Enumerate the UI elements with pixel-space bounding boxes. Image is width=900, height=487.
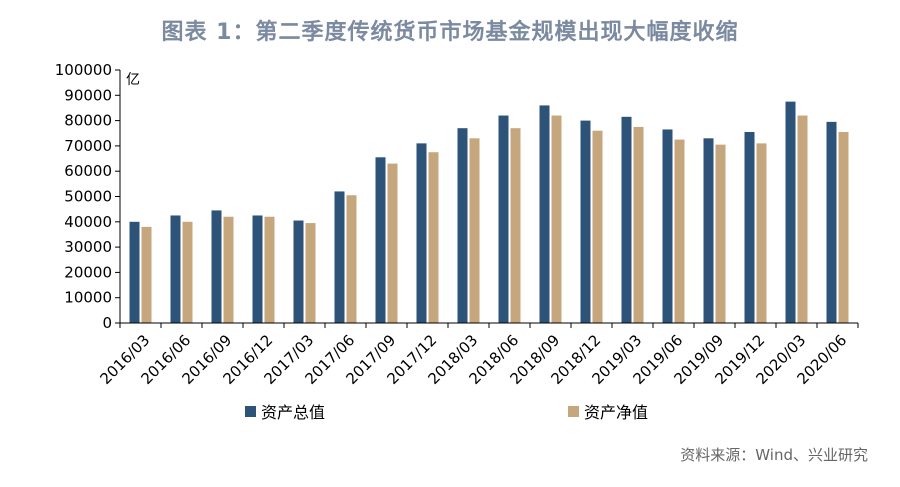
bar-net-assets: 资产净值 2016/03: 38000 — [141, 226, 152, 323]
bar-net-assets: 资产净值 2018/06: 77000 — [510, 128, 521, 323]
bar-total-assets: 资产总值 2018/03: 77000 — [457, 128, 468, 323]
x-axis: 2016/032016/062016/092016/122017/032017/… — [97, 322, 859, 388]
bar-total-assets: 资产总值 2016/12: 42500 — [252, 215, 263, 323]
bar-total-assets: 资产总值 2017/12: 71000 — [416, 143, 427, 323]
legend: 资产总值 资产净值 — [245, 403, 648, 422]
bar-net-assets: 资产净值 2017/06: 50500 — [346, 195, 357, 323]
bar-net-assets: 资产净值 2016/09: 42000 — [223, 216, 234, 323]
bar-total-assets: 资产总值 2019/06: 76500 — [662, 129, 673, 323]
bar-total-assets: 资产总值 2016/09: 44500 — [211, 210, 222, 323]
y-tick-label: 70000 — [64, 137, 112, 155]
bar-total-assets: 资产总值 2018/12: 80000 — [580, 120, 591, 323]
bar-net-assets: 资产净值 2019/06: 72500 — [674, 139, 685, 323]
bar-net-assets: 资产净值 2020/03: 82000 — [797, 115, 808, 323]
y-tick-label: 10000 — [64, 289, 112, 307]
bar-total-assets: 资产总值 2017/09: 65500 — [375, 157, 386, 323]
bar-total-assets: 资产总值 2020/03: 87500 — [785, 101, 796, 323]
legend-label: 资产总值 — [261, 403, 325, 422]
bar-total-assets: 资产总值 2019/12: 75500 — [744, 131, 755, 323]
y-tick-label: 90000 — [64, 86, 112, 104]
bar-total-assets: 资产总值 2019/09: 73000 — [703, 138, 714, 323]
bars: 资产总值 2016/03: 40000资产总值 2016/06: 42500资产… — [129, 101, 849, 324]
bar-total-assets: 资产总值 2016/06: 42500 — [170, 215, 181, 323]
chart-title: 图表 1：第二季度传统货币市场基金规模出现大幅度收缩 — [161, 20, 739, 45]
bar-total-assets: 资产总值 2017/03: 40500 — [293, 220, 304, 323]
legend-label: 资产净值 — [584, 403, 648, 422]
bar-net-assets: 资产净值 2017/09: 63000 — [387, 163, 398, 323]
y-tick-label: 60000 — [64, 162, 112, 180]
bar-total-assets: 资产总值 2018/09: 86000 — [539, 105, 550, 323]
bar-total-assets: 资产总值 2020/06: 79500 — [826, 121, 837, 324]
bar-net-assets: 资产净值 2017/12: 67500 — [428, 152, 439, 323]
source-note: 资料来源：Wind、兴业研究 — [680, 446, 868, 464]
y-tick-label: 20000 — [64, 263, 112, 281]
y-tick-label: 80000 — [64, 112, 112, 130]
bar-net-assets: 资产净值 2020/06: 75500 — [838, 131, 849, 323]
bar-net-assets: 资产净值 2019/12: 71000 — [756, 143, 767, 323]
bar-net-assets: 资产净值 2018/03: 73000 — [469, 138, 480, 323]
legend-swatch — [568, 406, 579, 417]
legend-swatch — [245, 406, 256, 417]
bar-total-assets: 资产总值 2017/06: 52000 — [334, 191, 345, 323]
y-tick-label: 0 — [102, 314, 112, 332]
y-tick-label: 40000 — [64, 213, 112, 231]
bar-net-assets: 资产净值 2018/12: 76000 — [592, 130, 603, 323]
bar-total-assets: 资产总值 2019/03: 81500 — [621, 116, 632, 324]
bar-net-assets: 资产净值 2019/03: 77500 — [633, 126, 644, 323]
bar-total-assets: 资产总值 2016/03: 40000 — [129, 221, 140, 323]
bar-total-assets: 资产总值 2018/06: 82000 — [498, 115, 509, 323]
y-tick-label: 100000 — [55, 61, 112, 79]
bar-net-assets: 资产净值 2016/06: 40000 — [182, 221, 193, 323]
y-axis: 0 10000 20000 30000 40000 50000 60000 70000 8000… — [55, 61, 121, 332]
y-tick-label: 30000 — [64, 238, 112, 256]
y-axis-unit: 亿 — [126, 72, 140, 88]
y-tick-label: 50000 — [64, 188, 112, 206]
bar-net-assets: 资产净值 2019/09: 70500 — [715, 144, 726, 323]
bar-net-assets: 资产净值 2017/03: 39500 — [305, 223, 316, 323]
bar-net-assets: 资产净值 2016/12: 42000 — [264, 216, 275, 323]
bar-net-assets: 资产净值 2018/09: 82000 — [551, 115, 562, 323]
